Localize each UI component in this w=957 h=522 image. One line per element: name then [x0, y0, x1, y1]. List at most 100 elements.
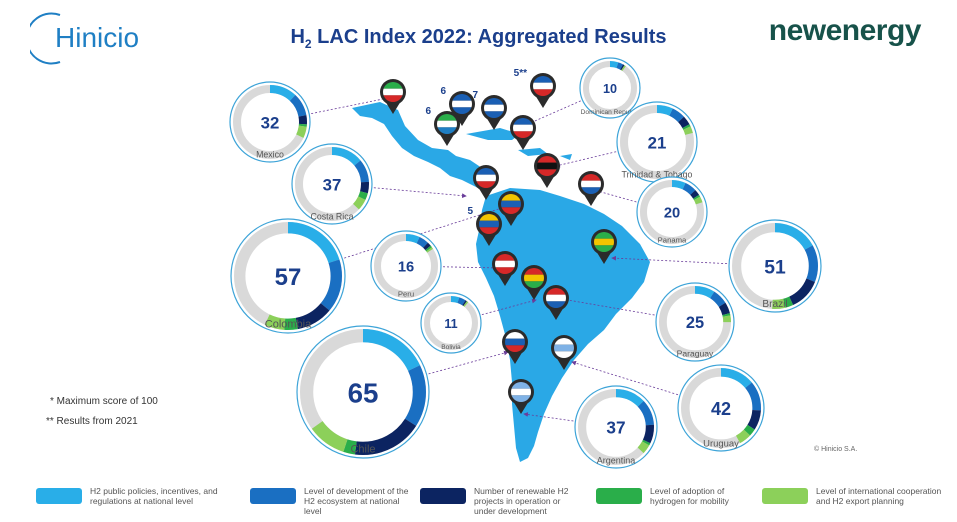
flag-pin-2: 6	[440, 86, 475, 126]
arrow-argentina	[523, 412, 574, 422]
donut-segment-paraguay-policies	[658, 285, 731, 358]
donut-segment-colombia-policies	[233, 222, 342, 331]
country-name-paraguay: Paraguay	[677, 348, 714, 358]
donut-segment-brazil-cooperation	[732, 223, 819, 310]
legend-swatch-projects	[420, 488, 466, 504]
flag-icon	[495, 254, 515, 274]
country-name-costa-rica: Costa Rica	[310, 211, 353, 221]
flag-icon	[524, 268, 544, 288]
donut-segment-chile-policies	[300, 328, 427, 455]
title-text: LAC Index 2022: Aggregated Results	[311, 26, 667, 48]
flag-pin-12	[492, 251, 518, 286]
flag-pin-0	[380, 79, 406, 114]
donut-peru: 16 Peru	[370, 230, 442, 302]
results-2021-note: ** Results from 2021	[46, 416, 138, 427]
copyright-note: © Hinicio S.A.	[814, 446, 858, 453]
donut-segment-uruguay-ecosystem	[680, 368, 761, 449]
flag-icon	[452, 94, 472, 114]
legend-item-mobility: Level of adoption of hydrogen for mobili…	[596, 486, 756, 516]
donut-segment-dominican-republic-policies	[583, 61, 637, 115]
score-bolivia: 11	[444, 317, 457, 331]
donut-segment-paraguay-cooperation	[658, 285, 731, 358]
donut-border-mexico	[229, 81, 311, 163]
flag-icon	[546, 288, 566, 308]
country-name-trinidad-and-tobago: Trinidad & Tobago	[622, 169, 693, 179]
country-name-chile: Chile	[350, 443, 375, 455]
country-name-uruguay: Uruguay	[703, 438, 739, 449]
flag-pin-3: 7	[472, 90, 507, 130]
page-title: H2 LAC Index 2022: Aggregated Results	[0, 26, 957, 51]
donut-border-paraguay	[655, 282, 735, 362]
legend-swatch-policies	[36, 488, 82, 504]
title-subscript: 2	[304, 37, 312, 51]
flag-icon	[513, 118, 533, 138]
flag-icon	[501, 194, 521, 214]
donut-border-argentina	[574, 385, 658, 469]
donut-border-peru	[370, 230, 442, 302]
donut-border-brazil	[728, 219, 822, 313]
flag-pin-11	[591, 229, 617, 264]
flag-icon	[484, 98, 504, 118]
donut-segment-bolivia-policies	[424, 296, 478, 350]
flag-pin-15	[502, 329, 528, 364]
legend-item-cooperation: Level of international cooperation and H…	[762, 486, 952, 516]
pin-number-1: 6	[425, 106, 431, 117]
donut-chile: 65 Chile	[296, 325, 430, 459]
donut-bolivia: 11 Bolivia	[420, 292, 482, 354]
donut-segment-costa-rica-policies	[295, 147, 369, 221]
score-colombia: 57	[275, 264, 302, 291]
donut-segment-chile-projects	[300, 328, 427, 455]
arrow-colombia	[344, 204, 509, 259]
country-flag-pins: 66 7 5** 5	[380, 68, 617, 414]
central-america-map	[352, 102, 494, 192]
connector-arrows	[311, 96, 728, 422]
arrow-dominican-republic	[527, 100, 581, 125]
score-uruguay: 42	[711, 399, 731, 419]
legend: H2 public policies, incentives, and regu…	[0, 478, 957, 522]
flag-icon	[594, 232, 614, 252]
legend-swatch-cooperation	[762, 488, 808, 504]
title-prefix: H	[290, 26, 305, 48]
max-score-note: * Maximum score of 100	[50, 396, 158, 407]
flag-icon	[437, 114, 457, 134]
flag-pin-1: 6	[425, 106, 460, 146]
donut-segment-uruguay-policies	[680, 368, 761, 449]
flag-pin-16	[551, 335, 577, 370]
score-argentina: 37	[606, 418, 625, 438]
donut-segment-panama-policies	[640, 180, 704, 244]
pin-number-2: 6	[440, 86, 446, 97]
arrow-brazil	[611, 255, 728, 265]
donut-dominican-republic: 10 Dominican Republic	[579, 57, 641, 119]
flag-pin-7	[473, 165, 499, 200]
donut-segment-chile-ecosystem	[300, 328, 427, 455]
flag-pin-5	[510, 115, 536, 150]
flag-icon	[479, 214, 499, 234]
donut-panama: 20 Panama	[636, 176, 708, 248]
donut-costa-rica: 37 Costa Rica	[291, 143, 373, 225]
score-peru: 16	[398, 260, 414, 276]
donut-border-colombia	[230, 218, 346, 334]
donut-mexico: 32 Mexico	[229, 81, 311, 163]
score-brazil: 51	[764, 257, 786, 278]
flag-icon	[383, 82, 403, 102]
flag-icon	[554, 338, 574, 358]
donut-border-panama	[636, 176, 708, 248]
donut-border-chile	[296, 325, 430, 459]
flag-icon	[505, 332, 525, 352]
flag-pin-13	[521, 265, 547, 300]
donut-segment-peru-policies	[374, 234, 438, 298]
newenergy-brand-logo: newenergy	[768, 14, 922, 47]
flag-icon	[476, 168, 496, 188]
donut-segment-argentina-projects	[578, 389, 655, 466]
flag-pin-4: 5**	[514, 68, 556, 108]
arrow-peru	[442, 265, 501, 271]
arrow-trinidad-and-tobago	[555, 151, 617, 168]
donut-trinidad-and-tobago: 21 Trinidad & Tobago	[616, 101, 698, 183]
flag-pin-14	[543, 285, 569, 320]
donut-argentina: 37 Argentina	[574, 385, 658, 469]
arrow-mexico	[311, 96, 389, 115]
legend-label-ecosystem: Level of development of the H2 ecosystem…	[304, 486, 409, 516]
pin-number-10: 5	[467, 206, 473, 217]
donut-colombia: 57 Colombia	[230, 218, 346, 334]
